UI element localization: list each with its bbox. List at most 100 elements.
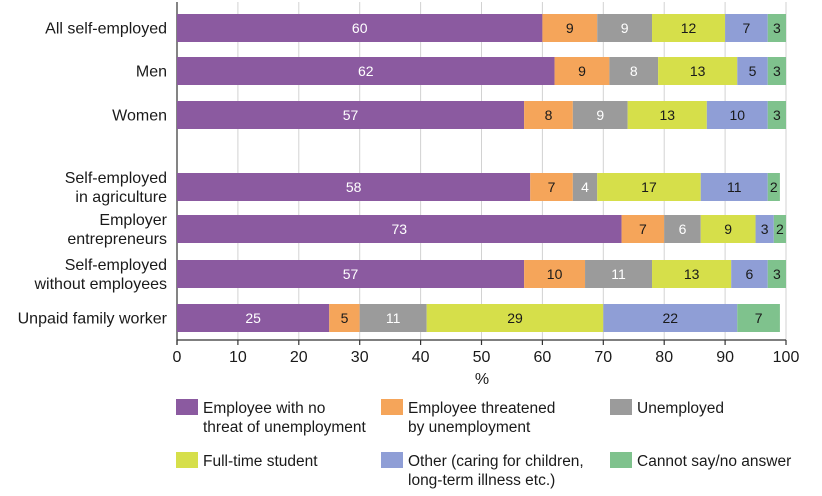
legend-label-line: Unemployed — [637, 400, 724, 417]
bar-segment — [603, 304, 738, 332]
bar-value-label: 11 — [727, 179, 742, 195]
bar-value-label: 7 — [743, 20, 751, 36]
bar-value-label: 9 — [578, 63, 586, 79]
bar-value-label: 3 — [773, 266, 781, 282]
bar-segment — [767, 101, 786, 129]
x-axis-title: % — [475, 371, 489, 388]
category-label: Women — [112, 108, 167, 125]
bar-segment — [597, 173, 701, 201]
bar-value-label: 9 — [621, 20, 629, 36]
legend-label: Cannot say/no answer — [637, 453, 791, 470]
category-label: Self-employed without employees — [33, 257, 167, 293]
legend-label: Other (caring for children, long-term ill… — [408, 453, 584, 489]
category-label: Men — [136, 64, 167, 81]
bar-value-label: 73 — [391, 221, 407, 237]
bar-value-label: 13 — [659, 107, 675, 123]
bar-segment — [542, 14, 598, 42]
bar-value-label: 10 — [729, 107, 745, 123]
category-label-line: All self-employed — [45, 21, 167, 38]
bar-value-label: 62 — [358, 63, 374, 79]
bar-value-label: 57 — [343, 266, 359, 282]
bar-value-label: 3 — [773, 63, 781, 79]
bar-segment — [177, 14, 543, 42]
bar-segment — [177, 304, 330, 332]
legend-label-line: Cannot say/no answer — [637, 453, 791, 470]
bar-segment — [177, 57, 555, 85]
category-label-line: Unpaid family worker — [18, 311, 168, 328]
bar-value-label: 7 — [639, 221, 647, 237]
legend-label-line: Full-time student — [203, 453, 318, 470]
legend-label: Full-time student — [203, 453, 318, 470]
bar-segment — [329, 304, 360, 332]
bar-segment — [524, 101, 573, 129]
legend-swatch — [381, 399, 403, 415]
legend-swatch — [610, 452, 632, 468]
legend: Employee with no threat of unemploymentEm… — [176, 399, 791, 489]
legend-swatch — [610, 399, 632, 415]
legend-label: Employee with no threat of unemployment — [203, 400, 367, 436]
bar-value-label: 12 — [681, 20, 697, 36]
bar-value-label: 8 — [630, 63, 638, 79]
x-tick-label: 80 — [655, 349, 673, 366]
x-tick-label: 10 — [229, 349, 247, 366]
category-label-line: Self-employed — [65, 257, 167, 274]
bar-row: Self-employed without employees 57 10 11 13 6 3 — [33, 257, 786, 293]
legend-label-line: by unemployment — [408, 419, 531, 436]
bar-value-label: 58 — [346, 179, 362, 195]
category-label-line: in agriculture — [75, 189, 167, 206]
bar-segment — [725, 14, 768, 42]
category-label-line: Self-employed — [65, 170, 167, 187]
bar-segment — [652, 260, 732, 288]
x-tick-label: 0 — [173, 349, 182, 366]
bar-segment — [658, 57, 738, 85]
bar-segment — [572, 101, 628, 129]
x-tick-label: 70 — [594, 349, 612, 366]
category-label-line: without employees — [33, 276, 167, 293]
bar-row: Employer entrepreneurs 73 7 6 9 3 2 — [67, 212, 786, 248]
bar-value-label: 3 — [761, 221, 769, 237]
x-tick-label: 40 — [412, 349, 430, 366]
bar-segment — [767, 173, 780, 201]
legend-label-line: Other (caring for children, — [408, 453, 584, 470]
bar-value-label: 11 — [386, 310, 401, 326]
bar-value-label: 60 — [352, 20, 368, 36]
bar-row: Men 62 9 8 13 5 3 — [136, 57, 786, 85]
bar-value-label: 3 — [773, 20, 781, 36]
bar-value-label: 5 — [749, 63, 757, 79]
bar-value-label: 11 — [611, 266, 626, 282]
legend-label: Unemployed — [637, 400, 724, 417]
x-tick-label: 50 — [473, 349, 491, 366]
category-label-line: Women — [112, 108, 167, 125]
legend-label-line: threat of unemployment — [203, 419, 367, 436]
category-label-line: Men — [136, 64, 167, 81]
category-label: Employer entrepreneurs — [67, 212, 167, 248]
bar-value-label: 3 — [773, 107, 781, 123]
legend-item: Unemployed — [610, 399, 724, 417]
bar-segment — [530, 173, 573, 201]
bar-segment — [755, 215, 774, 243]
bar-row: Unpaid family worker 25 5 11 29 22 7 — [18, 304, 780, 332]
legend-item: Full-time student — [176, 452, 318, 470]
legend-swatch — [176, 452, 198, 468]
bar-segment — [177, 173, 531, 201]
bar-segment — [706, 101, 768, 129]
bar-segment — [585, 260, 653, 288]
category-label: All self-employed — [45, 21, 167, 38]
bar-value-label: 22 — [663, 310, 679, 326]
bar-value-label: 2 — [770, 179, 778, 195]
bar-row: All self-employed 60 9 9 12 7 3 — [45, 14, 786, 42]
legend-item: Other (caring for children, long-term ill… — [381, 452, 584, 489]
bar-value-label: 29 — [507, 310, 523, 326]
bar-value-label: 13 — [690, 63, 706, 79]
x-ticks: 0 10 20 30 40 50 60 70 80 90 100 — [173, 340, 799, 366]
legend-swatch — [381, 452, 403, 468]
category-label: Unpaid family worker — [18, 311, 168, 328]
category-label: Self-employed in agriculture — [65, 170, 167, 206]
bar-segment — [700, 173, 768, 201]
legend-item: Employee with no threat of unemployment — [176, 399, 367, 436]
bar-value-label: 7 — [548, 179, 556, 195]
bar-segment — [597, 14, 653, 42]
